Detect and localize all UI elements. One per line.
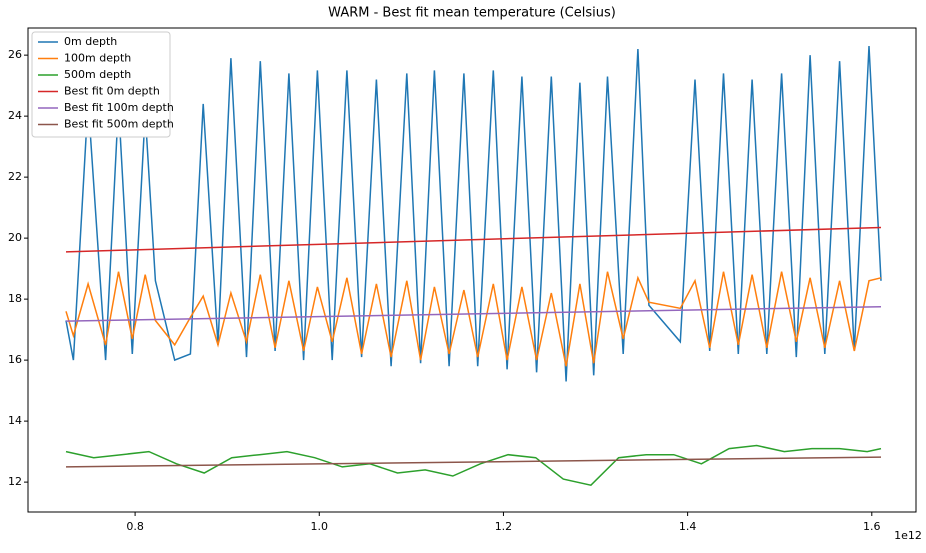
series-line: [65, 45, 882, 382]
x-tick-label: 1.2: [495, 520, 513, 533]
legend-label: Best fit 100m depth: [64, 101, 174, 114]
series-line: [65, 456, 882, 468]
series-line: [65, 226, 882, 253]
y-tick-label: 18: [8, 292, 22, 305]
x-tick-label: 1.4: [679, 520, 697, 533]
legend-box: [31, 31, 171, 138]
y-tick-label: 26: [8, 48, 22, 61]
x-tick-label: 1.6: [863, 520, 881, 533]
series-line: [65, 305, 882, 322]
legend-label: 500m depth: [64, 68, 131, 81]
plot-frame: [27, 27, 917, 513]
legend-label: Best fit 0m depth: [64, 85, 160, 98]
legend-label: 100m depth: [64, 52, 131, 65]
legend-label: Best fit 500m depth: [64, 118, 174, 131]
y-tick-label: 12: [8, 475, 22, 488]
x-offset-label: 1e12: [894, 529, 922, 542]
x-tick-label: 0.8: [126, 520, 144, 533]
y-tick-label: 14: [8, 414, 22, 427]
legend-label: 0m depth: [64, 35, 117, 48]
series-line: [65, 444, 882, 487]
y-tick-label: 24: [8, 109, 22, 122]
y-tick-label: 22: [8, 170, 22, 183]
y-tick-label: 16: [8, 353, 22, 366]
x-tick-label: 1.0: [311, 520, 329, 533]
chart-title: WARM - Best fit mean temperature (Celsiu…: [328, 6, 616, 21]
y-tick-label: 20: [8, 231, 22, 244]
series-line: [65, 271, 882, 367]
